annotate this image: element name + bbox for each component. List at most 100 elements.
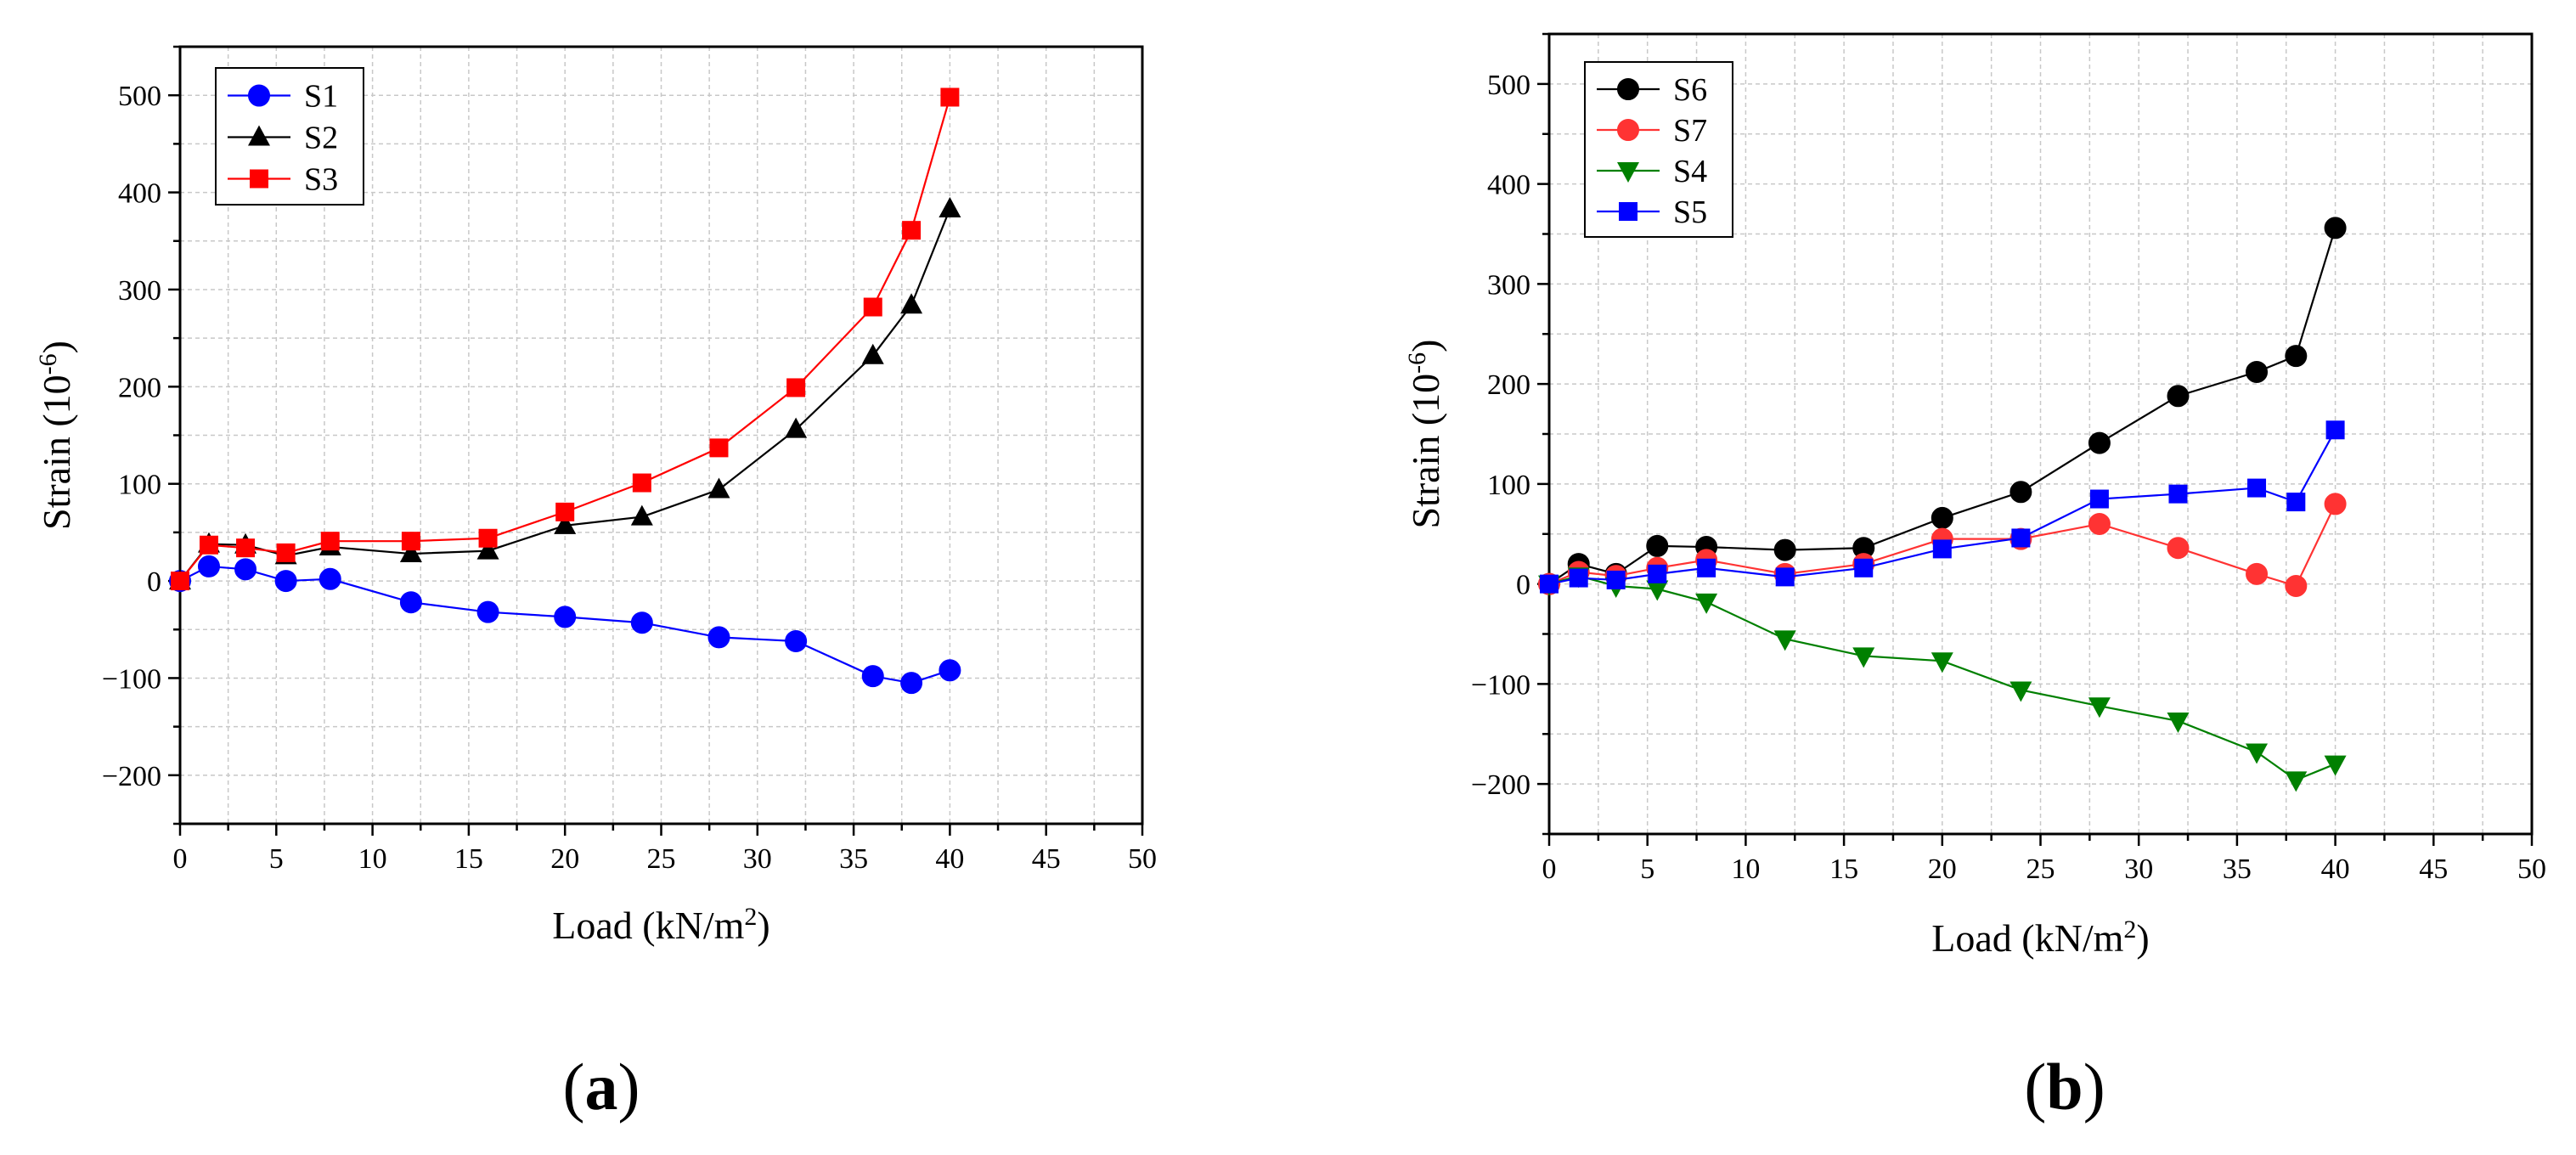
data-point-s4 xyxy=(1931,652,1953,673)
data-point-s3 xyxy=(863,297,882,317)
data-point-s4 xyxy=(2285,771,2308,792)
legend: S6 S7 S4 S5 xyxy=(1584,61,1733,238)
data-point-s5 xyxy=(2325,420,2345,440)
series-s5 xyxy=(1540,420,2345,594)
x-tick-label: 30 xyxy=(743,843,772,875)
legend-marker-s2 xyxy=(248,125,270,146)
data-point-s6 xyxy=(2010,481,2032,504)
data-point-s5 xyxy=(2011,528,2031,548)
data-point-s6 xyxy=(2088,431,2111,454)
data-point-s1 xyxy=(274,570,297,593)
data-point-s5 xyxy=(2089,489,2109,509)
legend-label-s7: S7 xyxy=(1673,113,1707,149)
x-tick-label: 5 xyxy=(269,843,284,875)
x-tick-label: 10 xyxy=(1731,854,1760,885)
legend-marker-s6 xyxy=(1617,78,1639,100)
x-tick-label: 25 xyxy=(2026,854,2055,885)
x-tick-label: 50 xyxy=(1128,843,1157,875)
data-point-s3 xyxy=(478,528,498,548)
legend-label-s2: S2 xyxy=(304,121,338,156)
data-point-s6 xyxy=(2324,217,2347,239)
data-point-s5 xyxy=(1932,539,1952,559)
x-axis-title-main: Load (kN/m xyxy=(552,904,744,947)
data-point-s5 xyxy=(1697,558,1716,578)
x-axis-title-tail: ) xyxy=(757,904,769,947)
legend-marker-s1 xyxy=(248,84,270,107)
x-tick-label: 0 xyxy=(173,843,188,875)
data-point-s6 xyxy=(2246,360,2269,383)
data-point-s6 xyxy=(1646,534,1669,557)
data-point-s7 xyxy=(2167,537,2190,560)
data-point-s1 xyxy=(900,672,923,695)
chart-panel-a: 0 5 10 15 20 25 30 35 40 45 50 −200 −100 0 100 200 300 40… xyxy=(34,45,1157,1124)
data-point-s4 xyxy=(1646,580,1669,601)
x-tick-label: 5 xyxy=(1640,854,1654,885)
x-tick-label: 20 xyxy=(550,843,579,875)
data-point-s7 xyxy=(2324,493,2347,516)
legend-marker-s5 xyxy=(1619,202,1637,221)
data-point-s5 xyxy=(1540,574,1559,594)
data-point-s1 xyxy=(785,629,808,652)
gridlines xyxy=(1549,34,2532,834)
data-point-s2 xyxy=(939,197,961,218)
data-point-s2 xyxy=(785,417,808,438)
data-point-s1 xyxy=(318,567,341,590)
legend-label-s4: S4 xyxy=(1673,154,1707,189)
y-axis-title-sup: -6 xyxy=(1403,352,1431,374)
data-point-s4 xyxy=(1852,647,1875,668)
data-point-s6 xyxy=(2285,345,2308,368)
legend-marker-s7 xyxy=(1617,119,1639,141)
x-tick-label: 40 xyxy=(935,843,964,875)
y-axis-title: Strain (10-6) xyxy=(34,341,79,530)
y-axis-title-sup: -6 xyxy=(34,353,62,375)
x-tick-label: 0 xyxy=(1542,854,1557,885)
x-tick-label: 30 xyxy=(2124,854,2153,885)
y-tick-label: −100 xyxy=(102,663,161,695)
data-point-s5 xyxy=(2247,478,2267,498)
y-axis-title-tail: ) xyxy=(35,341,78,353)
data-point-s4 xyxy=(2010,681,2032,702)
data-point-s4 xyxy=(1773,630,1796,651)
data-point-s1 xyxy=(939,659,961,682)
data-point-s1 xyxy=(861,665,884,688)
series-s3 xyxy=(171,87,960,591)
x-axis-title: Load (kN/m2) xyxy=(552,903,769,948)
x-axis-title-tail: ) xyxy=(2136,916,2149,960)
chart-b: 0 5 10 15 20 25 30 35 40 45 50 −200 −100 0 100 200 300 40… xyxy=(1403,32,2546,961)
y-tick-label: 400 xyxy=(1487,170,1530,201)
data-point-s5 xyxy=(1606,570,1626,589)
data-point-s2 xyxy=(707,477,730,499)
data-point-s3 xyxy=(632,473,651,493)
legend-label-s3: S3 xyxy=(304,162,338,198)
y-tick-label: 200 xyxy=(118,372,161,403)
x-tick-label: 25 xyxy=(647,843,676,875)
data-point-s3 xyxy=(786,378,806,397)
y-tick-label: 100 xyxy=(118,470,161,501)
x-tick-label: 35 xyxy=(839,843,868,875)
data-point-s3 xyxy=(320,532,340,551)
x-axis-title: Load (kN/m2) xyxy=(1931,916,2149,961)
y-tick-label: 0 xyxy=(1516,570,1530,601)
y-tick-label: 300 xyxy=(1487,269,1530,301)
data-point-s6 xyxy=(1931,506,1953,529)
x-tick-label: 45 xyxy=(2419,854,2448,885)
x-tick-label: 20 xyxy=(1928,854,1957,885)
y-tick-label: −200 xyxy=(102,761,161,792)
y-axis-title-tail: ) xyxy=(1404,339,1447,352)
data-point-s6 xyxy=(2167,385,2190,408)
data-point-s4 xyxy=(2324,755,2347,776)
data-point-s4 xyxy=(2246,743,2269,764)
data-point-s2 xyxy=(554,513,577,534)
y-axis: −200 −100 0 100 200 300 400 500 xyxy=(102,45,180,825)
data-point-s2 xyxy=(630,504,653,526)
legend: S1 S2 S3 xyxy=(215,67,364,206)
data-point-s2 xyxy=(861,343,884,364)
x-axis: 0 5 10 15 20 25 30 35 40 45 50 xyxy=(1542,834,2546,885)
legend-marker-s4 xyxy=(1617,162,1639,183)
data-point-s5 xyxy=(2168,484,2188,504)
panel-label-a: (a) xyxy=(562,1050,640,1124)
data-point-s3 xyxy=(199,535,218,555)
x-tick-label: 15 xyxy=(1829,854,1858,885)
x-tick-label: 45 xyxy=(1032,843,1061,875)
data-point-s4 xyxy=(2088,697,2111,718)
